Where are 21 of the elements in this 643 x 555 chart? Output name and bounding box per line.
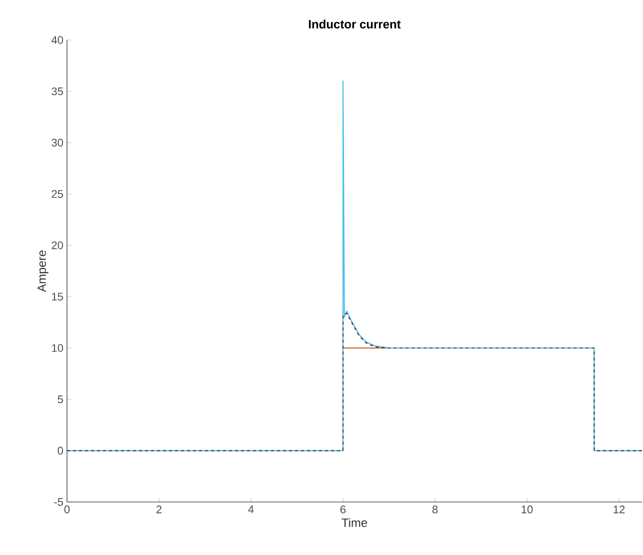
- y-tick-label: 15: [52, 292, 63, 301]
- x-tick-label: 6: [340, 506, 346, 514]
- y-tick-label: 20: [52, 241, 64, 250]
- y-tick-label: 35: [52, 87, 63, 96]
- x-tick-label: 4: [248, 506, 254, 514]
- x-tick-label: 0: [64, 506, 70, 514]
- chart-title: Inductor current: [308, 20, 401, 28]
- x-tick-label: 10: [522, 506, 533, 514]
- y-tick-label: 40: [51, 36, 64, 44]
- y-tick-label: 5: [58, 396, 63, 404]
- x-axis-title: Time: [342, 518, 368, 527]
- y-axis-title: Ampere: [38, 250, 48, 292]
- x-tick-label: 12: [614, 506, 625, 514]
- y-tick-label: 10: [52, 344, 64, 352]
- y-tick-label: 0: [58, 446, 64, 455]
- y-tick-label: 25: [52, 190, 63, 198]
- line-series: [67, 312, 642, 452]
- x-tick-label: 8: [432, 506, 438, 514]
- y-tick-label: 30: [52, 138, 64, 147]
- y-tick-label: -5: [54, 498, 63, 506]
- x-tick-label: 2: [156, 506, 162, 514]
